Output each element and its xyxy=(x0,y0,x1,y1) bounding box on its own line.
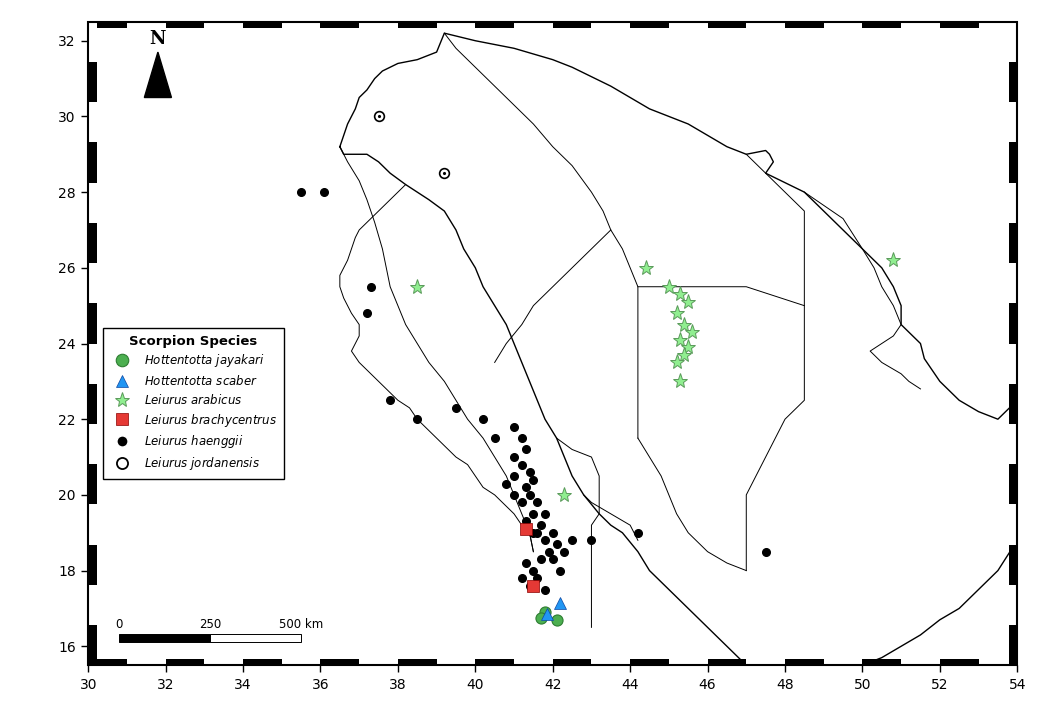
Text: Legend: Legend xyxy=(108,393,168,408)
Text: 250: 250 xyxy=(199,618,221,631)
Bar xyxy=(119,634,210,643)
Text: 0: 0 xyxy=(115,618,122,631)
Text: 500 km: 500 km xyxy=(279,618,323,631)
Legend: $\mathit{Hottentotta\ jayakari}$, $\mathit{Hottentotta\ scaber}$, $\mathit{Leiur: $\mathit{Hottentotta\ jayakari}$, $\math… xyxy=(104,328,283,479)
Bar xyxy=(210,634,301,643)
Text: N: N xyxy=(149,31,166,48)
Polygon shape xyxy=(144,52,171,97)
